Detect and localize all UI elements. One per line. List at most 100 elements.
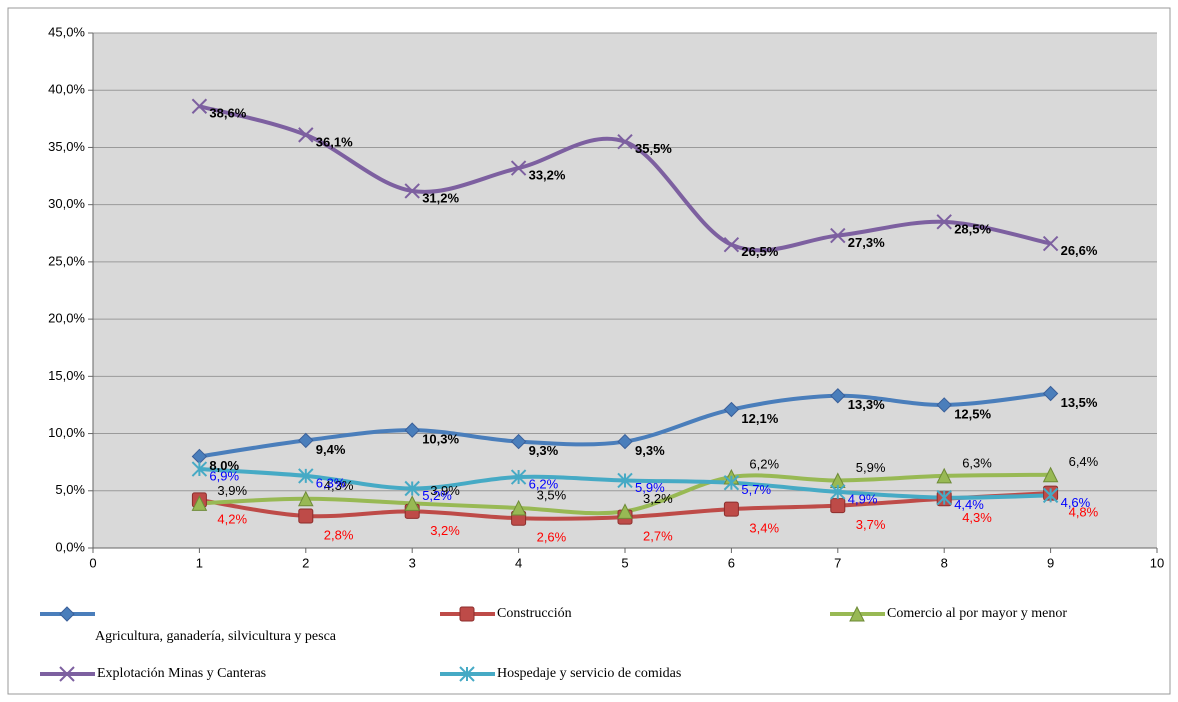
data-label: 38,6%: [209, 106, 246, 121]
marker: [617, 433, 633, 450]
data-label: 12,5%: [954, 406, 991, 421]
marker: [936, 214, 952, 230]
marker: [404, 183, 420, 199]
data-label: 2,7%: [643, 529, 673, 544]
y-tick-label: 40,0%: [48, 82, 85, 97]
marker: [510, 433, 527, 450]
marker: [936, 467, 953, 484]
x-tick-label: 5: [621, 555, 628, 570]
data-label: 4,6%: [1061, 495, 1091, 510]
marker: [617, 472, 633, 489]
data-label: 6,2%: [529, 476, 559, 491]
data-label: 28,5%: [954, 221, 991, 236]
data-label: 35,5%: [635, 141, 672, 156]
data-label: 2,6%: [537, 530, 567, 545]
marker: [404, 480, 420, 497]
y-tick-label: 35,0%: [48, 139, 85, 154]
x-tick-label: 9: [1047, 555, 1054, 570]
data-label: 4,8%: [1069, 505, 1099, 520]
marker: [1042, 385, 1059, 402]
plot-area: [93, 33, 1157, 548]
marker: [1042, 487, 1059, 504]
x-tick-label: 8: [941, 555, 948, 570]
data-label: 26,5%: [741, 244, 778, 259]
legend-marker: [849, 605, 865, 622]
data-label: 36,1%: [316, 134, 353, 149]
marker: [510, 469, 527, 485]
data-label: 6,9%: [209, 468, 239, 483]
marker: [830, 498, 846, 514]
x-tick-label: 3: [409, 555, 416, 570]
marker: [298, 468, 314, 484]
marker: [510, 499, 527, 516]
data-label: 31,2%: [422, 190, 459, 205]
legend-marker: [59, 606, 75, 622]
legend-marker: [59, 666, 75, 682]
y-tick-label: 45,0%: [48, 24, 85, 39]
x-tick-label: 0: [89, 555, 96, 570]
y-tick-label: 30,0%: [48, 196, 85, 211]
legend-label: Agricultura, ganadería, silvicultura y p…: [95, 629, 337, 644]
data-label: 3,2%: [643, 491, 673, 506]
data-label: 4,4%: [954, 497, 984, 512]
data-label: 26,6%: [1061, 243, 1098, 258]
data-label: 4,9%: [848, 491, 878, 506]
data-label: 6,3%: [962, 455, 992, 470]
marker: [1042, 466, 1059, 483]
y-tick-label: 10,0%: [48, 425, 85, 440]
x-tick-label: 2: [302, 555, 309, 570]
y-tick-label: 15,0%: [48, 368, 85, 383]
x-tick-label: 4: [515, 555, 522, 570]
data-label: 4,2%: [217, 511, 247, 526]
data-label: 13,5%: [1061, 395, 1098, 410]
data-label: 5,7%: [741, 482, 771, 497]
data-label: 12,1%: [741, 411, 778, 426]
data-label: 3,7%: [856, 517, 886, 532]
legend-label: Hospedaje y servicio de comidas: [497, 666, 681, 681]
x-tick-label: 1: [196, 555, 203, 570]
data-label: 13,3%: [848, 397, 885, 412]
data-label: 3,2%: [430, 523, 460, 538]
data-label: 3,9%: [430, 483, 460, 498]
data-label: 2,8%: [324, 527, 354, 542]
marker: [830, 227, 846, 244]
legend-label: Comercio al por mayor y menor: [887, 606, 1067, 621]
marker: [298, 127, 314, 143]
marker: [191, 461, 208, 477]
marker: [1042, 235, 1059, 252]
y-tick-label: 5,0%: [55, 482, 85, 497]
y-tick-label: 0,0%: [55, 539, 85, 554]
x-tick-label: 7: [834, 555, 841, 570]
marker: [936, 489, 952, 506]
marker: [617, 134, 633, 150]
legend-marker: [459, 666, 475, 682]
marker: [830, 388, 846, 404]
data-label: 3,4%: [749, 521, 779, 536]
data-label: 6,2%: [749, 456, 779, 471]
marker: [404, 495, 421, 511]
data-label: 8,0%: [209, 458, 239, 473]
marker: [298, 432, 314, 449]
data-label: 27,3%: [848, 235, 885, 250]
data-label: 4,3%: [962, 510, 992, 525]
data-label: 6,4%: [1069, 454, 1099, 469]
data-label: 5,2%: [422, 488, 452, 503]
marker: [723, 501, 739, 517]
marker: [936, 397, 952, 413]
data-label: 9,3%: [635, 443, 665, 458]
data-label: 3,9%: [217, 483, 247, 498]
data-label: 6,3%: [316, 475, 346, 490]
marker: [298, 508, 314, 524]
data-label: 9,4%: [316, 442, 346, 457]
marker: [191, 495, 208, 511]
marker: [510, 160, 527, 176]
y-tick-label: 25,0%: [48, 253, 85, 268]
x-tick-label: 10: [1150, 555, 1164, 570]
data-label: 5,9%: [856, 460, 886, 475]
data-label: 4,3%: [324, 478, 354, 493]
marker: [404, 422, 420, 438]
legend-label: Explotación Minas y Canteras: [97, 666, 266, 681]
marker: [723, 401, 740, 418]
data-label: 10,3%: [422, 432, 459, 447]
